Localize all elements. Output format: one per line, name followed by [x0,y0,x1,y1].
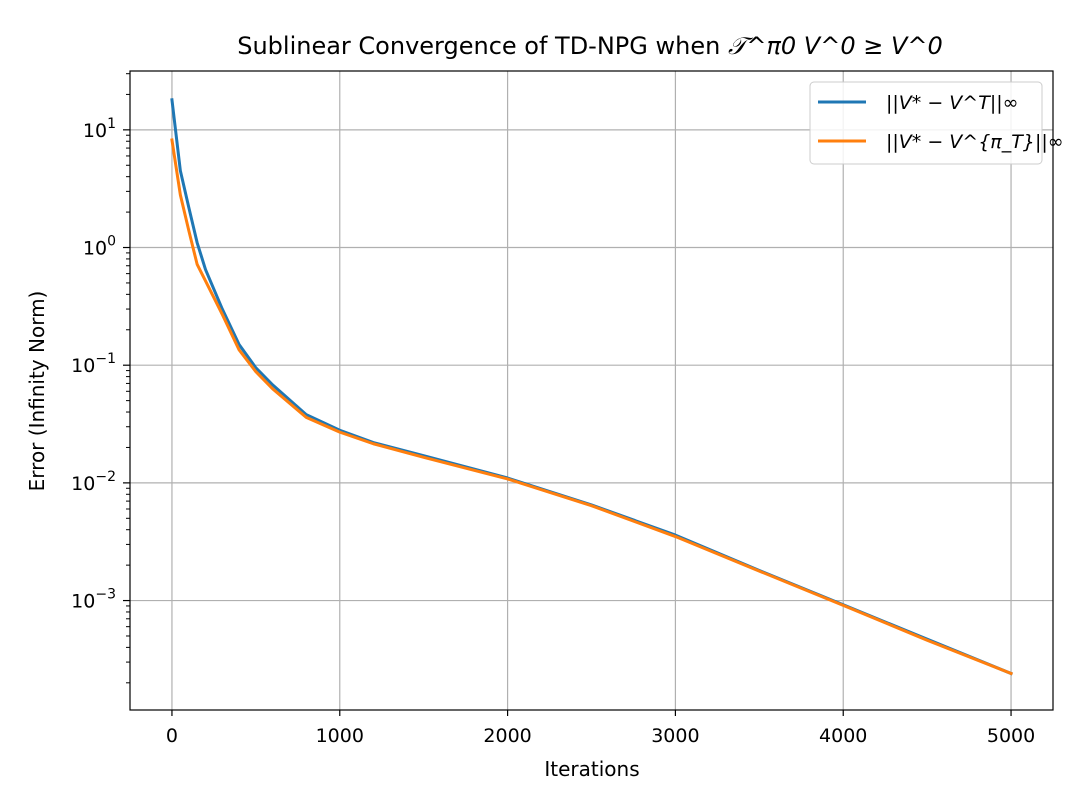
x-tick-label: 2000 [483,725,531,747]
x-tick-label: 0 [166,725,178,747]
y-tick-label: 100 [83,234,116,260]
y-tick-label: 10−2 [71,469,116,495]
legend-box [809,81,1043,165]
x-tick-label: 1000 [316,725,364,747]
y-tick-label: 101 [83,116,116,142]
chart-title-math: 𝒯^π0 V^0 ≥ V^0 [728,32,943,60]
legend: ||V* − V^T||∞ ||V* − V^{π_T}||∞ [809,81,1064,165]
y-tick-label: 10−3 [71,587,116,613]
y-tick-label: 10−1 [71,351,116,377]
legend-label-1: ||V* − V^T||∞ [886,92,1018,114]
series-line-2 [170,138,1013,676]
y-axis-label: Error (Infinity Norm) [25,291,49,492]
x-tick-label: 3000 [651,725,699,747]
x-tick-label: 5000 [987,725,1035,747]
legend-label-2: ||V* − V^{π_T}||∞ [886,131,1064,153]
x-axis-label: Iterations [544,757,639,781]
x-tick-label: 4000 [819,725,867,747]
chart-title: Sublinear Convergence of TD-NPG when 𝒯^π… [237,32,943,60]
plot-frame [129,70,1054,711]
